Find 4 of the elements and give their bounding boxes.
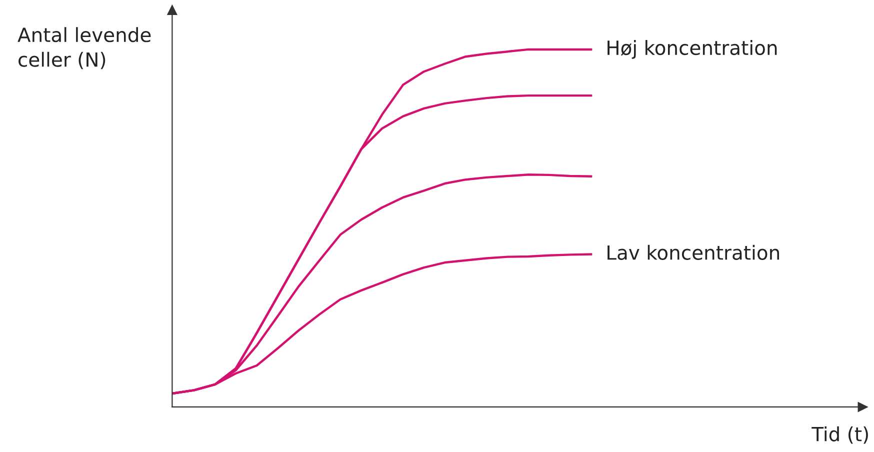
- series-label: Høj koncentration: [608, 40, 777, 59]
- y-axis-title: Antal levende celler (N): [18, 27, 151, 70]
- series-label: Lav koncentration: [608, 244, 779, 260]
- x-axis-title: Tid (t): [812, 426, 868, 444]
